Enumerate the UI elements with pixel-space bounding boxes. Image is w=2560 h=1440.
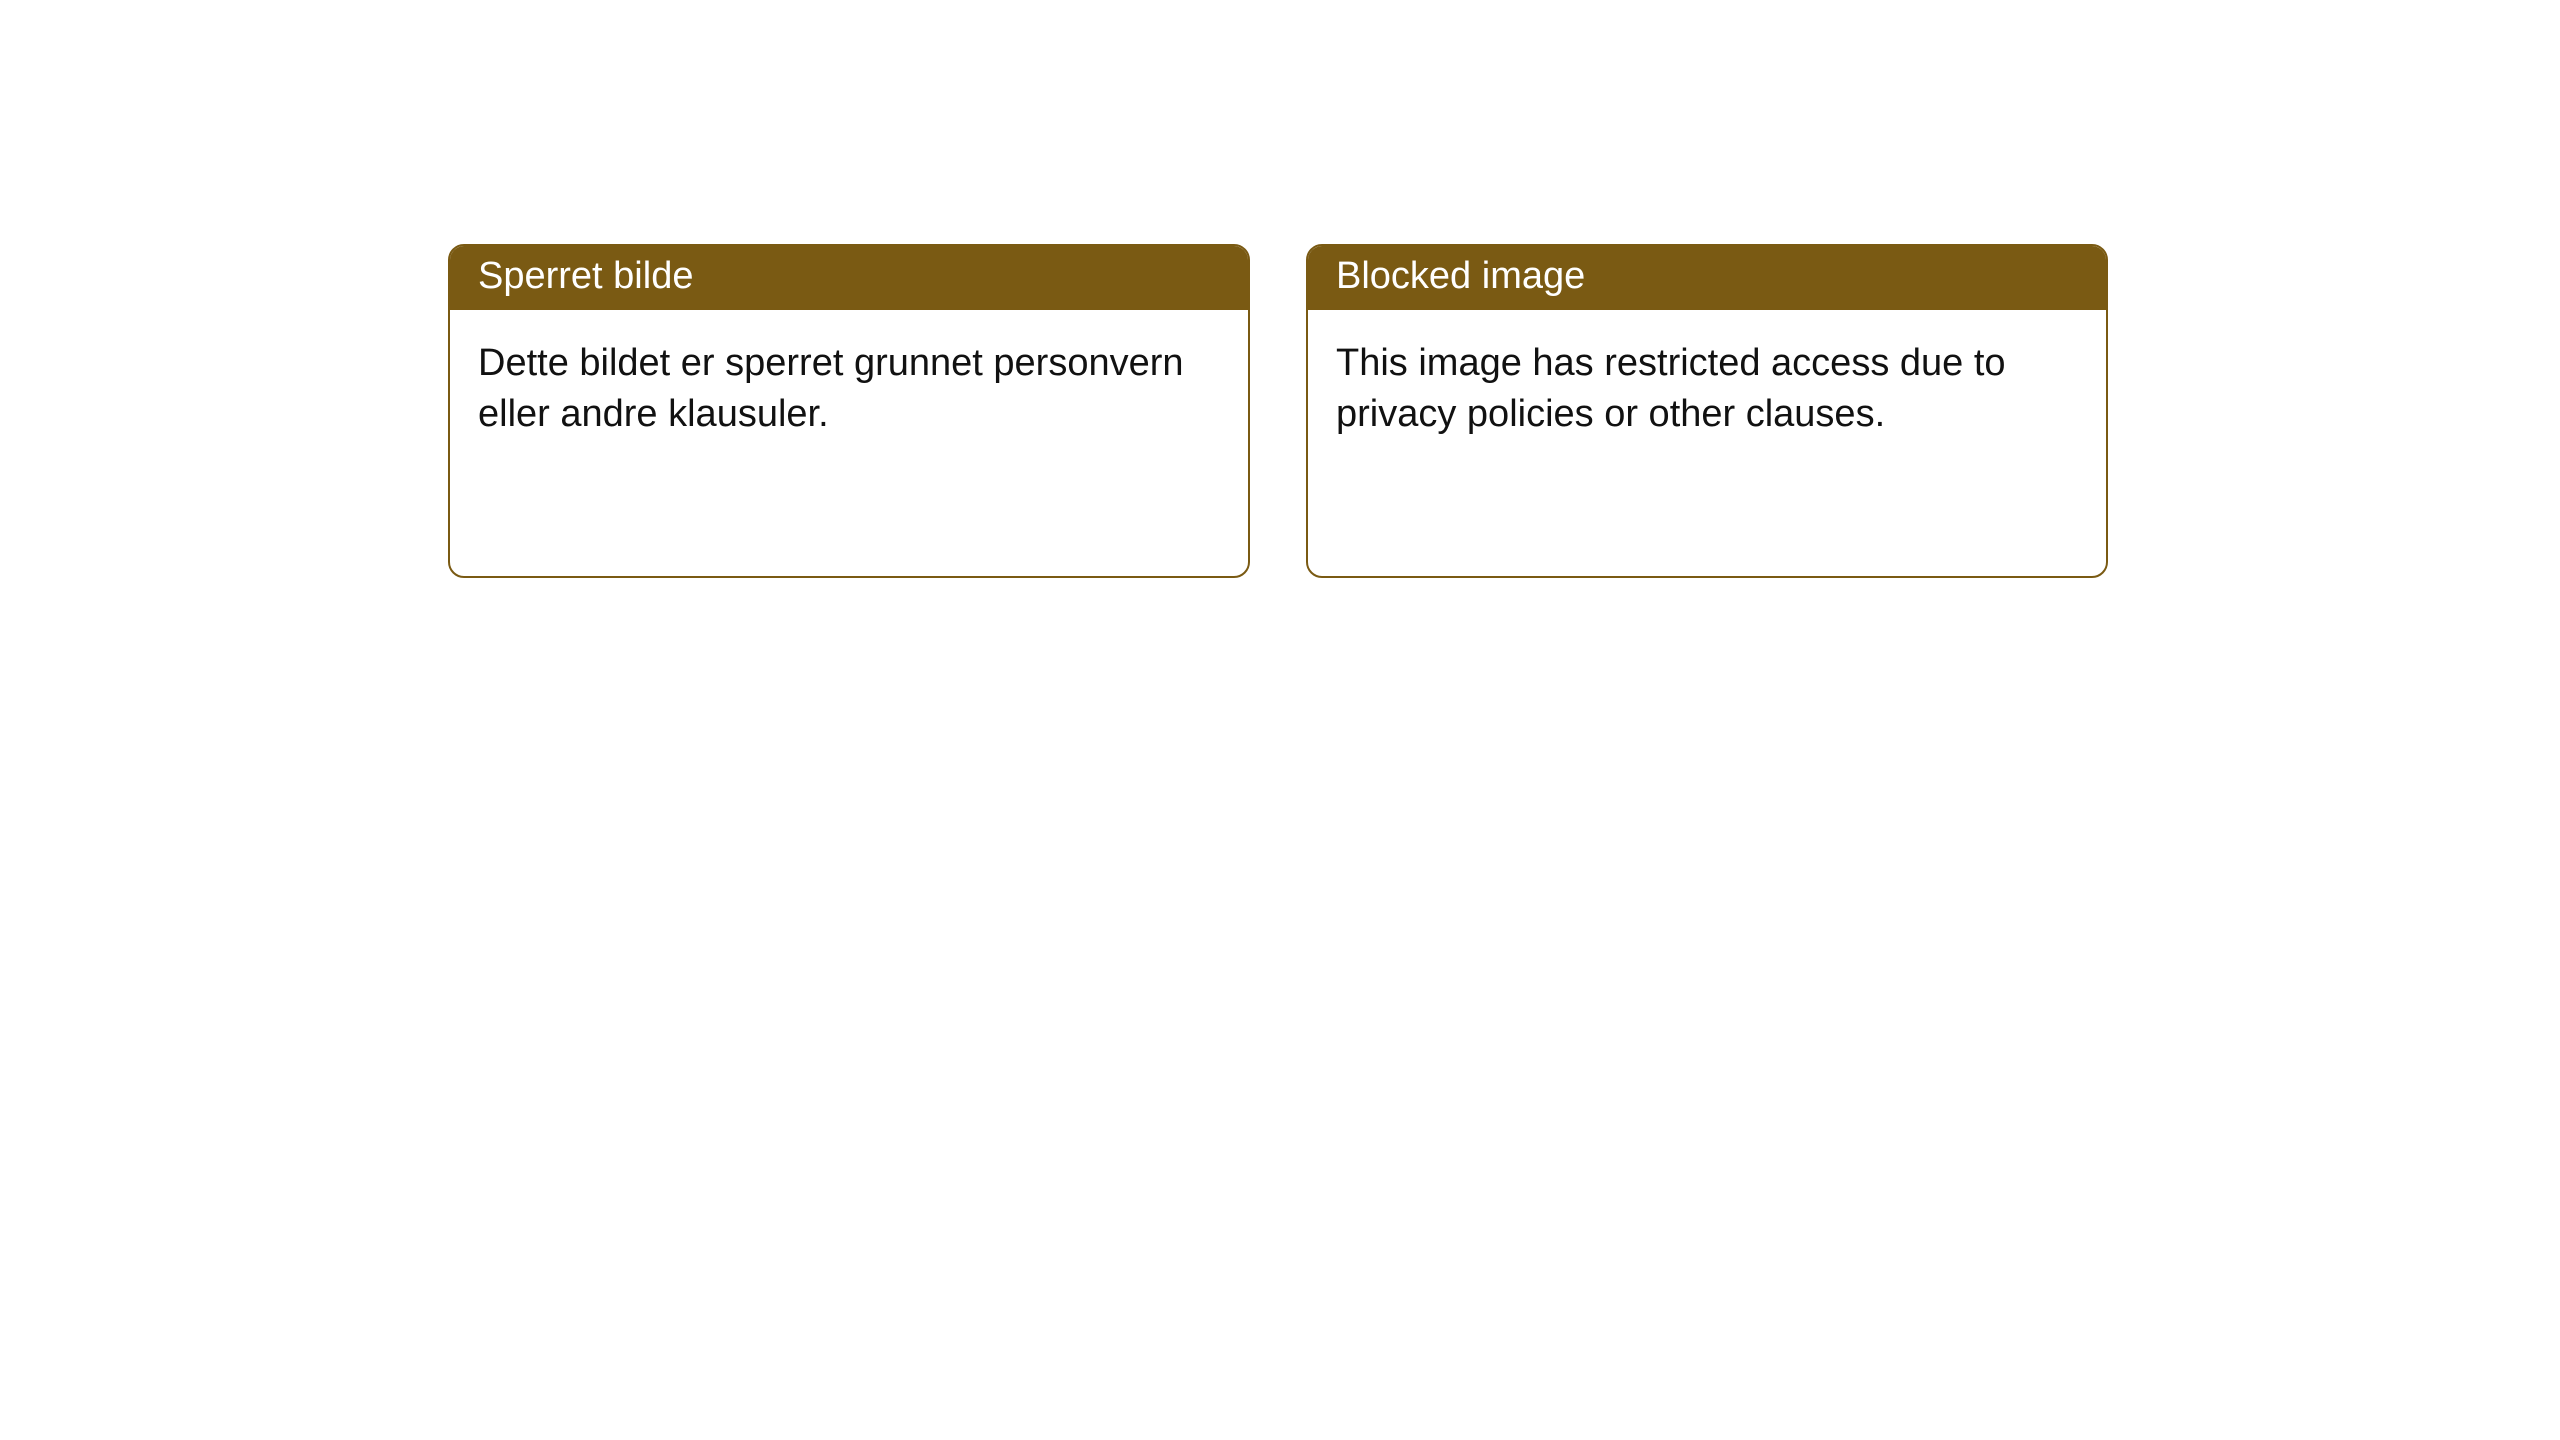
notice-box-norwegian: Sperret bilde Dette bildet er sperret gr… xyxy=(448,244,1250,578)
notice-body: This image has restricted access due to … xyxy=(1308,310,2106,469)
notice-header: Sperret bilde xyxy=(450,246,1248,310)
notice-body: Dette bildet er sperret grunnet personve… xyxy=(450,310,1248,469)
notice-header: Blocked image xyxy=(1308,246,2106,310)
notice-container: Sperret bilde Dette bildet er sperret gr… xyxy=(0,0,2560,578)
notice-box-english: Blocked image This image has restricted … xyxy=(1306,244,2108,578)
